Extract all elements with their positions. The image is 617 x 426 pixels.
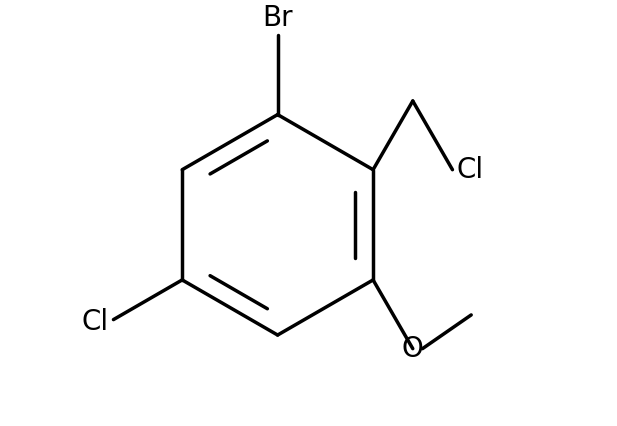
Text: Cl: Cl <box>82 308 109 336</box>
Text: Cl: Cl <box>457 155 484 184</box>
Text: O: O <box>402 335 424 363</box>
Text: Br: Br <box>262 4 293 32</box>
